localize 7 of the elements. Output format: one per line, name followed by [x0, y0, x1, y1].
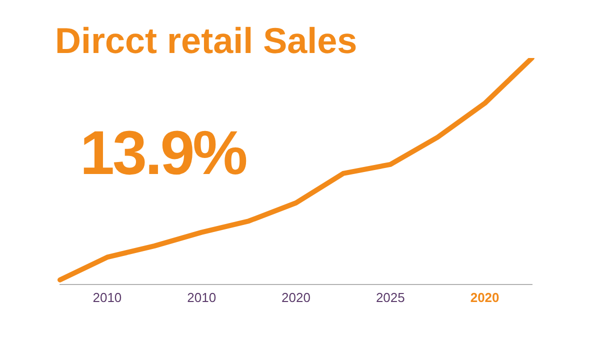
x-tick-label: 2010: [187, 290, 216, 305]
chart-title: Dircct retail Sales: [55, 20, 358, 62]
x-tick-label: 2010: [92, 290, 122, 305]
x-tick-label: 2020: [282, 290, 310, 305]
x-tick-label: 2025: [376, 290, 405, 305]
annotation: 13.9%: [80, 118, 246, 189]
x-tick-label: 2020: [470, 290, 500, 305]
